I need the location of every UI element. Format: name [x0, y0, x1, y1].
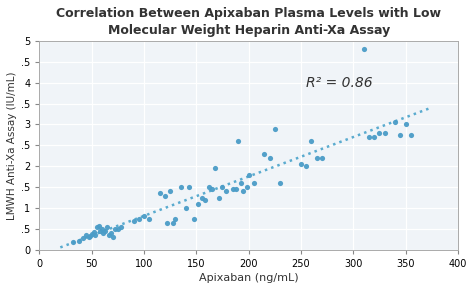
Point [182, 206, 190, 210]
Point [261, 151, 268, 156]
Point [111, 227, 118, 231]
Point [191, 216, 198, 221]
Point [185, 185, 193, 189]
Point [271, 126, 279, 131]
Point [243, 185, 250, 189]
Point [161, 193, 169, 198]
Point [82, 233, 90, 238]
Point [222, 189, 229, 194]
Point [163, 220, 171, 225]
Point [69, 240, 77, 245]
Point [140, 214, 148, 219]
Point [381, 130, 388, 135]
Point [402, 122, 410, 127]
Point [114, 227, 122, 231]
Point [216, 195, 223, 200]
Point [135, 216, 143, 221]
Point [397, 133, 404, 137]
Point [276, 181, 284, 185]
Point [130, 218, 137, 223]
Point [229, 187, 237, 192]
Point [232, 187, 240, 192]
Point [91, 233, 99, 238]
Point [195, 202, 202, 206]
Point [100, 231, 107, 235]
Point [208, 187, 216, 192]
Y-axis label: LMWH Anti-Xa Assay (IU/mL): LMWH Anti-Xa Assay (IU/mL) [7, 71, 17, 220]
Point [302, 164, 310, 168]
Point [96, 229, 104, 233]
Title: Correlation Between Apixaban Plasma Levels with Low
Molecular Weight Heparin Ant: Correlation Between Apixaban Plasma Leve… [56, 7, 441, 37]
Point [370, 135, 378, 139]
Text: R² = 0.86: R² = 0.86 [306, 76, 373, 90]
Point [95, 223, 103, 228]
Point [109, 235, 117, 240]
Point [166, 189, 174, 194]
Point [90, 230, 98, 235]
Point [75, 238, 83, 243]
Point [375, 130, 383, 135]
X-axis label: Apixaban (ng/mL): Apixaban (ng/mL) [199, 273, 299, 283]
Point [156, 191, 164, 196]
Point [198, 195, 205, 200]
Point [407, 133, 415, 137]
Point [106, 233, 113, 238]
Point [99, 227, 106, 231]
Point [365, 135, 373, 139]
Point [201, 197, 209, 202]
Point [177, 185, 184, 189]
Point [250, 181, 258, 185]
Point [318, 156, 326, 160]
Point [172, 216, 179, 221]
Point [234, 139, 242, 144]
Point [239, 189, 247, 194]
Point [266, 156, 273, 160]
Point [86, 234, 93, 239]
Point [245, 172, 253, 177]
Point [392, 120, 399, 125]
Point [308, 139, 315, 144]
Point [297, 162, 305, 166]
Point [104, 224, 111, 229]
Point [211, 166, 219, 171]
Point [219, 185, 226, 189]
Point [80, 236, 87, 240]
Point [88, 232, 95, 236]
Point [146, 216, 153, 221]
Point [117, 224, 125, 229]
Point [93, 224, 100, 229]
Point [205, 185, 213, 189]
Point [237, 181, 245, 185]
Point [313, 156, 320, 160]
Point [101, 229, 109, 233]
Point [360, 47, 367, 52]
Point [170, 220, 177, 225]
Point [107, 231, 114, 235]
Point [85, 235, 92, 240]
